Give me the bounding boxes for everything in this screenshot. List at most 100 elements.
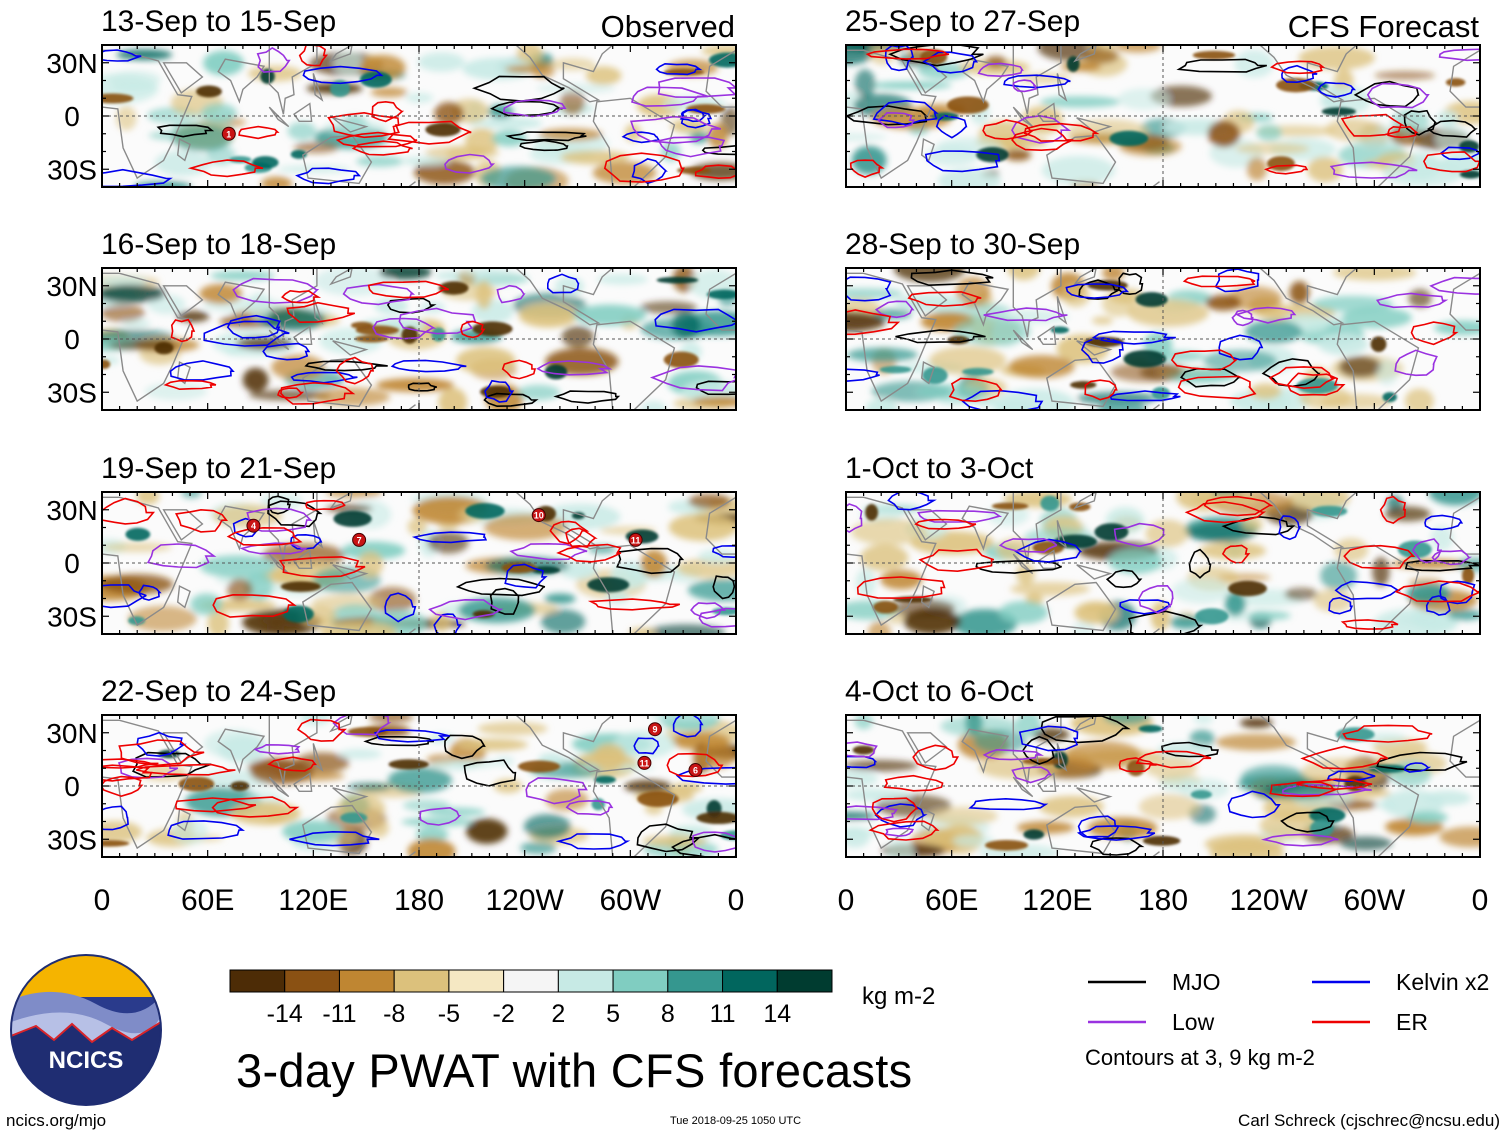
map-panel-forecast-4: 4-Oct to 6-Oct 0 60E 120E 180 120W 60W 0 [838,675,1489,917]
contour-low [1431,549,1472,566]
x-tick-label: 60E [181,884,234,917]
contour-low [657,77,736,99]
contour-mjo [895,329,986,344]
contour-kelvin-x2 [1003,74,1071,89]
colorbar-box [667,969,724,993]
contour-low [876,111,915,129]
contour-er [1387,125,1419,139]
contour-kelvin-x2 [1439,146,1480,161]
storm-marker: 11 [628,532,643,547]
ncics-url-link[interactable]: ncics.org/mjo [6,1111,107,1130]
contour-low [1375,292,1449,309]
legend-label: MJO [1172,969,1221,995]
colorbar-box [284,969,340,993]
contour-low [372,317,437,340]
contour-kelvin-x2 [203,320,290,347]
contour-er [211,796,300,818]
contour-er [1118,757,1158,773]
panel-period-label: 22-Sep to 24-Sep [101,675,336,708]
tick-marks [845,44,1481,188]
colorbar-tick-label: 11 [710,1000,736,1028]
contour-er [212,593,297,618]
y-tick-label: 30N [46,271,97,302]
contour-er [856,576,946,600]
panel-period-label: 16-Sep to 18-Sep [101,228,336,261]
map-panel-observed-1: 1 13-Sep to 15-Sep Observed 30N 0 30S [46,5,737,188]
contour-er [267,756,317,772]
contour-mjo [1105,569,1143,589]
contour-er [914,518,977,530]
colorbar-tick-label: 8 [661,1000,675,1028]
contour-kelvin-x2 [846,368,880,382]
contour-low [630,115,721,144]
contour-kelvin-x2 [1018,725,1079,752]
contour-kelvin-x2 [874,803,928,828]
colorbar-tick-label: -8 [383,1000,405,1028]
contour-er [278,556,366,578]
contour-kelvin-x2 [484,379,515,403]
contour-mjo [1427,119,1478,138]
contour-er [187,159,264,178]
colorbar-box [338,969,395,993]
contour-mjo [1040,715,1131,744]
contour-low [525,777,588,805]
contour-er [948,377,1004,403]
contour-mjo [1089,837,1145,856]
contour-kelvin-x2 [102,805,129,831]
panel-period-label: 25-Sep to 27-Sep [845,5,1080,38]
contour-mjo [407,382,438,392]
contour-er [238,125,280,140]
wave-contours [846,492,1480,634]
contour-mjo [489,587,520,615]
contour-kelvin-x2 [1334,580,1401,600]
pwat-anomaly-field [846,268,1480,410]
contour-er [102,764,153,782]
contour-er [1269,780,1337,798]
contour-low [256,46,291,73]
contour-er [912,744,960,771]
contour-kelvin-x2 [262,342,311,361]
contour-er [907,291,982,307]
colorbar-units: kg m-2 [862,983,936,1010]
contour-er [918,548,995,573]
y-tick-label: 0 [64,771,80,802]
legend-label: Kelvin x2 [1396,969,1489,995]
storm-marker: 7 [352,532,367,547]
storm-id: 6 [693,766,698,776]
pwat-anomaly-field [102,492,736,634]
y-tick-label: 30N [46,48,97,79]
tick-marks [845,714,1481,858]
contour-kelvin-x2 [1281,64,1318,84]
contour-kelvin-x2 [390,359,467,373]
contour-low [1366,82,1430,109]
y-tick-label: 30S [47,377,97,408]
colorbar-box [557,969,614,993]
contour-er [565,527,598,548]
contour-low [496,284,526,304]
contour-kelvin-x2 [1317,81,1357,98]
contour-er [1203,495,1274,517]
contour-er [175,797,257,813]
contour-kelvin-x2 [672,715,704,738]
contour-mjo [701,144,736,156]
y-tick-label: 0 [64,324,80,355]
map-panel-forecast-2: 28-Sep to 30-Sep [845,228,1481,411]
colorbar-tick-label: 14 [763,1000,791,1028]
wave-contours [846,715,1468,856]
contour-kelvin-x2 [654,308,736,333]
contour-er [1221,544,1251,564]
logo-text: NCICS [49,1047,124,1074]
contour-er [1268,366,1336,390]
contour-kelvin-x2 [295,167,362,185]
contour-kelvin-x2 [1065,283,1130,299]
storm-id: 9 [652,725,657,735]
contour-kelvin-x2 [621,131,660,144]
contour-mjo [267,495,291,515]
contour-mjo [671,833,736,857]
contour-kelvin-x2 [1328,596,1354,615]
contour-er [335,356,375,385]
contour-low [846,805,899,821]
contour-er [286,301,356,324]
contour-low [1411,538,1443,564]
